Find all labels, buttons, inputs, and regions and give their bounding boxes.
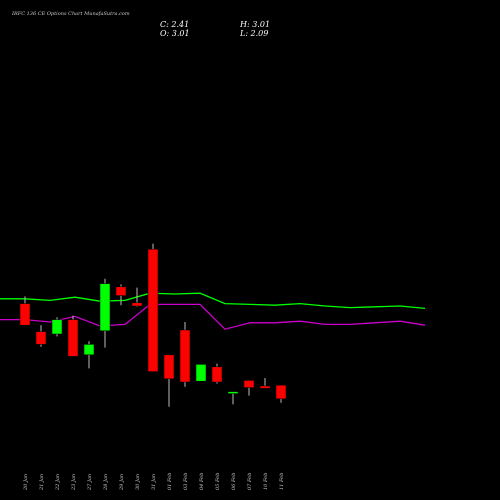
candle-body (195, 364, 207, 382)
chart-title: IRFC 136 CE Options Chart MunafaSutra.co… (11, 11, 130, 17)
candle-body (275, 384, 287, 400)
candle-body (99, 283, 111, 332)
x-tick-label: 23 Jan (71, 474, 77, 491)
candle (163, 354, 175, 407)
candle-body (227, 391, 239, 394)
x-tick-label: 11 Feb (279, 473, 285, 490)
candles-group (19, 243, 287, 407)
candle (147, 243, 159, 372)
candle-body (179, 329, 191, 383)
low-value-label: L: 2.09 (239, 29, 268, 38)
candle (259, 378, 271, 389)
candle (115, 284, 127, 306)
x-tick-label: 04 Feb (199, 473, 205, 490)
candle (211, 363, 223, 384)
candle (51, 317, 63, 337)
x-tick-label: 30 Jan (135, 474, 141, 490)
candle-body (35, 331, 47, 345)
x-tick-label: 03 Feb (183, 473, 189, 490)
x-tick-label: 10 Feb (263, 473, 269, 490)
candle-body (131, 302, 143, 307)
green-indicator-line (0, 292, 426, 310)
candle (227, 391, 239, 405)
candle (179, 322, 191, 387)
x-tick-label: 21 Jan (39, 474, 45, 491)
candle-body (243, 380, 255, 388)
x-tick-label: 01 Feb (167, 473, 173, 490)
x-axis-ticks: 20 Jan 21 Jan 22 Jan 23 Jan 27 Jan 28 Jan 29 J… (23, 473, 285, 491)
candle (99, 278, 111, 348)
close-value-label: C: 2.41 (160, 20, 189, 29)
x-tick-label: 20 Jan (23, 474, 29, 491)
open-value-label: O: 3.01 (160, 29, 190, 38)
candle (67, 315, 79, 357)
candle (275, 384, 287, 403)
candle-body (51, 319, 63, 335)
candle-body (211, 366, 223, 383)
x-tick-label: 27 Jan (87, 474, 93, 491)
candle-body (147, 248, 159, 372)
candle-body (67, 319, 79, 357)
candle (35, 325, 47, 347)
candle-body (163, 354, 175, 380)
candle-body (259, 385, 271, 389)
x-tick-label: 06 Feb (231, 473, 237, 490)
x-tick-label: 28 Jan (103, 474, 109, 491)
candle (19, 296, 31, 326)
candle (83, 341, 95, 369)
x-tick-label: 31 Jan (151, 474, 157, 490)
candle-body (115, 286, 127, 296)
x-tick-label: 05 Feb (215, 473, 221, 490)
x-tick-label: 22 Jan (55, 474, 61, 491)
candle (243, 380, 255, 396)
candle (131, 287, 143, 307)
x-tick-label: 07 Feb (247, 473, 253, 490)
candle (195, 364, 207, 382)
purple-indicator-line (0, 303, 426, 330)
high-value-label: H: 3.01 (239, 20, 270, 29)
candle-body (19, 303, 31, 326)
candle-body (83, 344, 95, 356)
x-tick-label: 29 Jan (119, 474, 125, 491)
